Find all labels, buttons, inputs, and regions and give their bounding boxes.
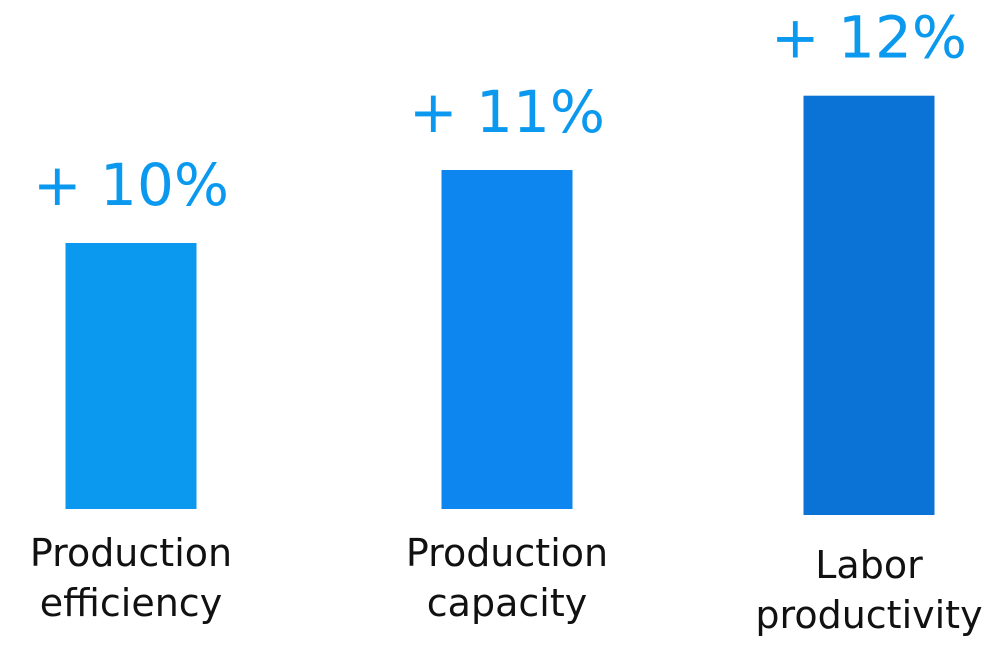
data-label-1: + 10%	[33, 151, 229, 219]
category-label-1-line-2: efficiency	[40, 581, 222, 625]
data-labels: + 10% + 11% + 12%	[33, 4, 967, 219]
data-label-2: + 11%	[409, 78, 605, 146]
category-label-2-line-2: capacity	[427, 581, 587, 625]
bars	[65, 95, 935, 515]
data-label-3: + 12%	[771, 4, 967, 72]
category-label-3-line-2: productivity	[755, 593, 982, 637]
bar-1	[65, 243, 197, 509]
category-label-1-line-1: Production	[30, 531, 232, 575]
category-labels: Production efficiency Production capacity La…	[30, 531, 983, 637]
bar-3	[803, 95, 935, 515]
category-label-2-line-1: Production	[406, 531, 608, 575]
category-label-3-line-1: Labor	[815, 543, 923, 587]
bar-2	[441, 170, 573, 509]
